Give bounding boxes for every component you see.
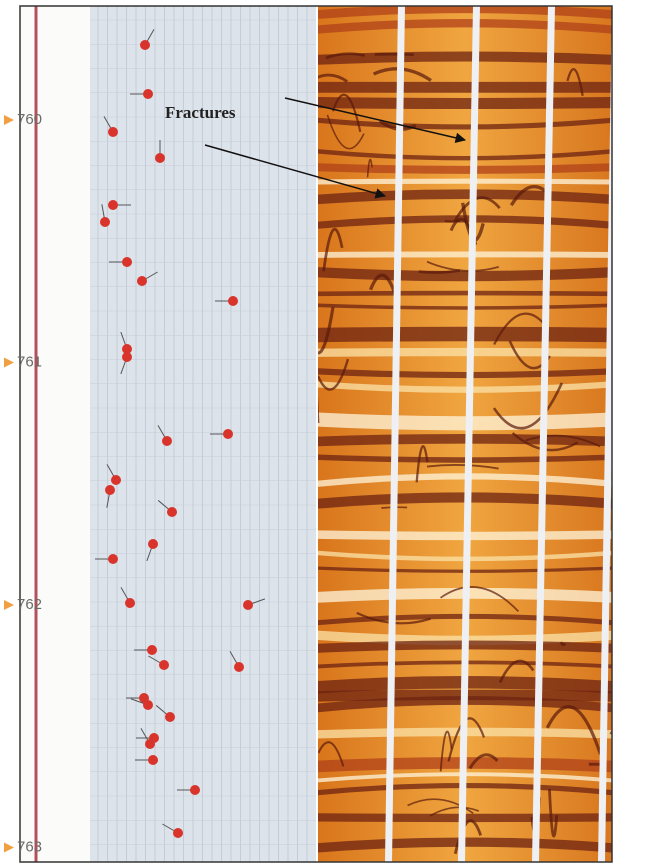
tadpole-head: [143, 89, 153, 99]
tadpole-head: [159, 660, 169, 670]
band: [318, 252, 612, 258]
tadpole-head: [100, 217, 110, 227]
page: 760761762763 Fractures (() => { const da…: [0, 0, 645, 867]
tadpole-head: [125, 598, 135, 608]
depth-label: 761: [17, 353, 42, 370]
tadpole-head: [111, 475, 121, 485]
tadpole-head: [234, 662, 244, 672]
band: [318, 327, 612, 342]
tadpole-head: [122, 257, 132, 267]
tadpole-head: [243, 600, 253, 610]
band: [318, 97, 612, 109]
tadpole-head: [140, 40, 150, 50]
tadpole-head: [143, 700, 153, 710]
tadpole-head: [148, 539, 158, 549]
tadpole-head: [105, 485, 115, 495]
depth-label: 763: [17, 838, 42, 855]
image-track: [308, 4, 645, 862]
tadpole-head: [145, 739, 155, 749]
tadpole-track: [90, 6, 316, 862]
band: [318, 82, 612, 93]
tadpole-head: [137, 276, 147, 286]
tadpole-head: [190, 785, 200, 795]
borehole-log-figure: 760 761 762 763 Fractures: [0, 0, 645, 867]
tadpole-head: [173, 828, 183, 838]
tadpole-head: [165, 712, 175, 722]
tadpole-head: [122, 352, 132, 362]
tadpole-head: [108, 127, 118, 137]
tadpole-head: [155, 153, 165, 163]
band: [318, 179, 612, 185]
tadpole-head: [108, 200, 118, 210]
depth-label: 760: [17, 111, 42, 128]
tadpole-head: [148, 755, 158, 765]
tadpole-head: [147, 645, 157, 655]
tadpole-head: [223, 429, 233, 439]
tadpole-head: [162, 436, 172, 446]
band: [318, 348, 612, 357]
tadpole-head: [167, 507, 177, 517]
annotation: Fractures: [165, 103, 236, 122]
band: [318, 291, 612, 296]
tadpole-head: [108, 554, 118, 564]
tadpole-head: [228, 296, 238, 306]
depth-track: [20, 6, 90, 862]
depth-label: 762: [17, 596, 42, 613]
